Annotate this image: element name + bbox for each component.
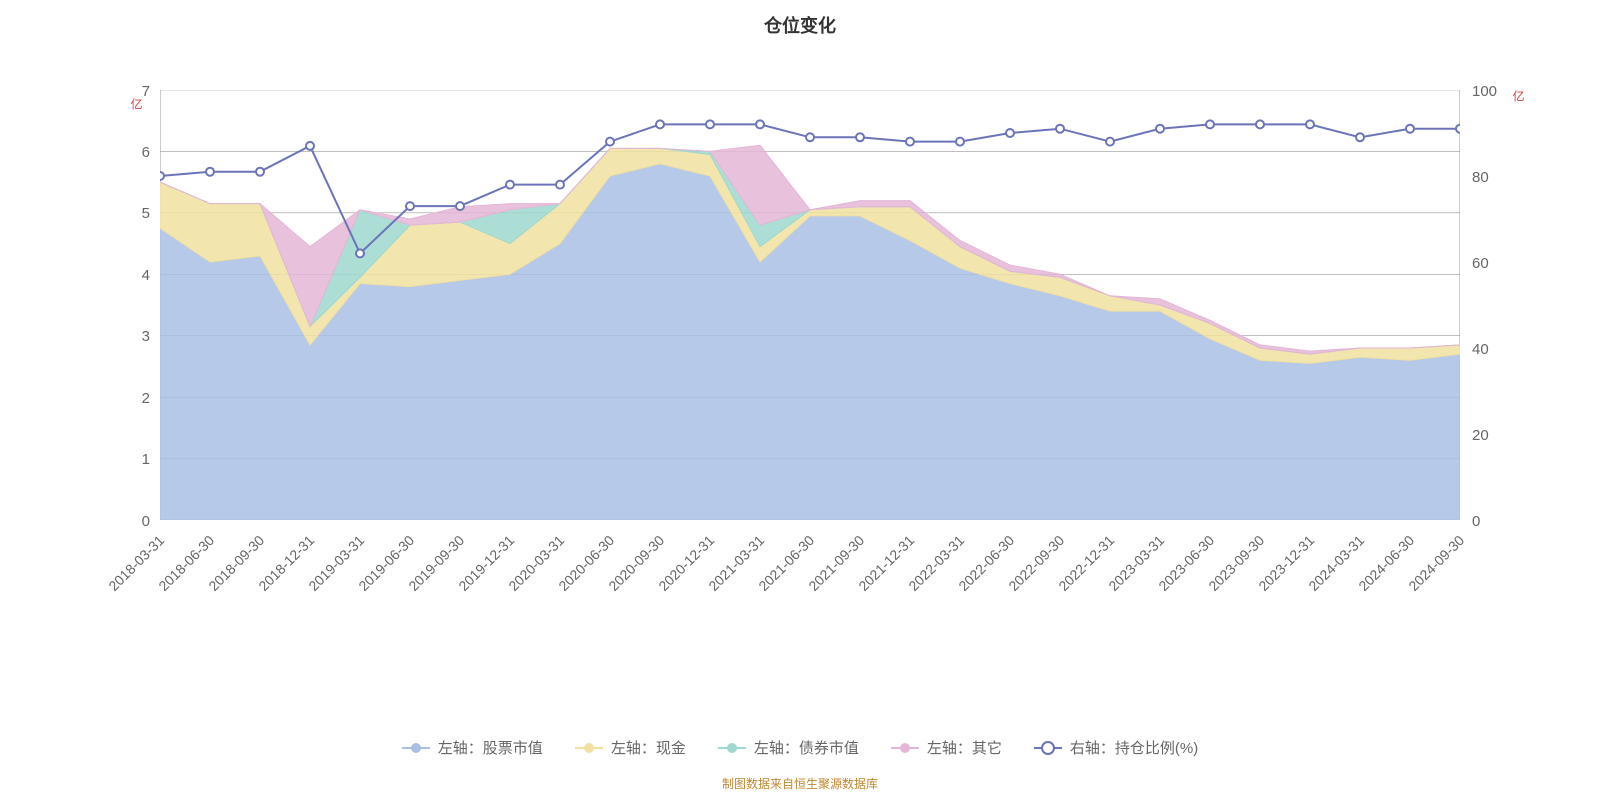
- legend-label: 左轴：股票市值: [438, 737, 543, 758]
- y-left-tick-label: 1: [110, 451, 150, 468]
- chart-title: 仓位变化: [0, 0, 1600, 38]
- legend-label: 左轴：债券市值: [754, 737, 859, 758]
- y-left-tick-label: 3: [110, 328, 150, 345]
- plot-area: 亿 亿: [160, 90, 1460, 520]
- legend-swatch: [575, 741, 603, 755]
- legend-item-other: 左轴：其它: [891, 737, 1002, 758]
- y-left-tick-label: 2: [110, 390, 150, 407]
- y-right-tick-label: 20: [1472, 427, 1489, 444]
- legend-label: 左轴：其它: [927, 737, 1002, 758]
- legend-swatch: [718, 741, 746, 755]
- footer-note: 制图数据来自恒生聚源数据库: [0, 775, 1600, 792]
- y-left-tick-label: 4: [110, 267, 150, 284]
- y-left-tick-label: 6: [110, 144, 150, 161]
- y-left-unit: 亿: [128, 98, 145, 110]
- y-right-tick-label: 80: [1472, 169, 1489, 186]
- y-left-tick-label: 5: [110, 205, 150, 222]
- y-right-tick-label: 40: [1472, 341, 1489, 358]
- legend: 左轴：股票市值 左轴：现金 左轴：债券市值 左轴：其它 右轴：持仓比例(%): [0, 737, 1600, 758]
- y-right-tick-label: 100: [1472, 83, 1497, 100]
- legend-label: 右轴：持仓比例(%): [1070, 737, 1198, 758]
- y-left-tick-label: 7: [110, 83, 150, 100]
- chart-svg: [160, 90, 1460, 520]
- y-right-tick-label: 60: [1472, 255, 1489, 272]
- legend-item-bond: 左轴：债券市值: [718, 737, 859, 758]
- legend-swatch: [1034, 741, 1062, 755]
- y-right-tick-label: 0: [1472, 513, 1480, 530]
- legend-swatch: [891, 741, 919, 755]
- legend-label: 左轴：现金: [611, 737, 686, 758]
- legend-item-stock: 左轴：股票市值: [402, 737, 543, 758]
- legend-item-ratio: 右轴：持仓比例(%): [1034, 737, 1198, 758]
- legend-swatch: [402, 741, 430, 755]
- y-right-unit: 亿: [1510, 90, 1527, 102]
- y-left-tick-label: 0: [110, 513, 150, 530]
- legend-item-cash: 左轴：现金: [575, 737, 686, 758]
